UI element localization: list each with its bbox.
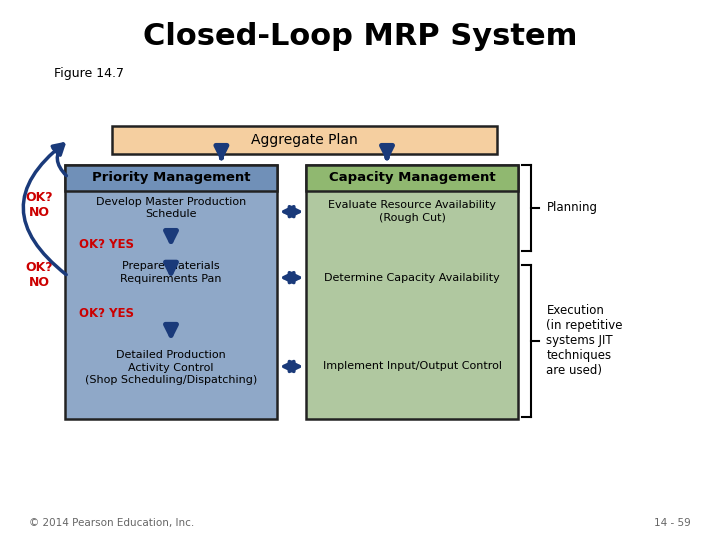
- Text: 14 - 59: 14 - 59: [654, 518, 691, 528]
- Text: Evaluate Resource Availability
(Rough Cut): Evaluate Resource Availability (Rough Cu…: [328, 200, 496, 223]
- Text: OK? YES: OK? YES: [79, 307, 134, 320]
- Text: Planning: Planning: [546, 201, 598, 214]
- Text: Priority Management: Priority Management: [91, 171, 251, 184]
- Text: OK?
NO: OK? NO: [25, 191, 53, 219]
- Bar: [306, 165, 518, 418]
- Text: OK?
NO: OK? NO: [25, 261, 53, 289]
- Text: Develop Master Production
Schedule: Develop Master Production Schedule: [96, 197, 246, 219]
- Text: Capacity Management: Capacity Management: [329, 171, 495, 184]
- Text: Determine Capacity Availability: Determine Capacity Availability: [324, 273, 500, 282]
- Text: Execution
(in repetitive
systems JIT
techniques
are used): Execution (in repetitive systems JIT tec…: [546, 304, 623, 377]
- FancyArrowPatch shape: [53, 145, 66, 176]
- Text: Implement Input/Output Control: Implement Input/Output Control: [323, 361, 502, 372]
- Text: Aggregate Plan: Aggregate Plan: [251, 133, 358, 147]
- Text: Prepare Materials
Requirements Pan: Prepare Materials Requirements Pan: [120, 261, 222, 284]
- Bar: [65, 165, 277, 418]
- Bar: [65, 165, 277, 191]
- Text: © 2014 Pearson Education, Inc.: © 2014 Pearson Education, Inc.: [29, 518, 194, 528]
- Bar: [306, 165, 518, 191]
- Text: Closed-Loop MRP System: Closed-Loop MRP System: [143, 22, 577, 51]
- Text: Detailed Production
Activity Control
(Shop Scheduling/Dispatching): Detailed Production Activity Control (Sh…: [85, 350, 257, 385]
- FancyArrowPatch shape: [23, 144, 66, 275]
- Text: Figure 14.7: Figure 14.7: [54, 68, 124, 80]
- Text: OK? YES: OK? YES: [79, 238, 134, 251]
- Bar: [112, 126, 497, 154]
